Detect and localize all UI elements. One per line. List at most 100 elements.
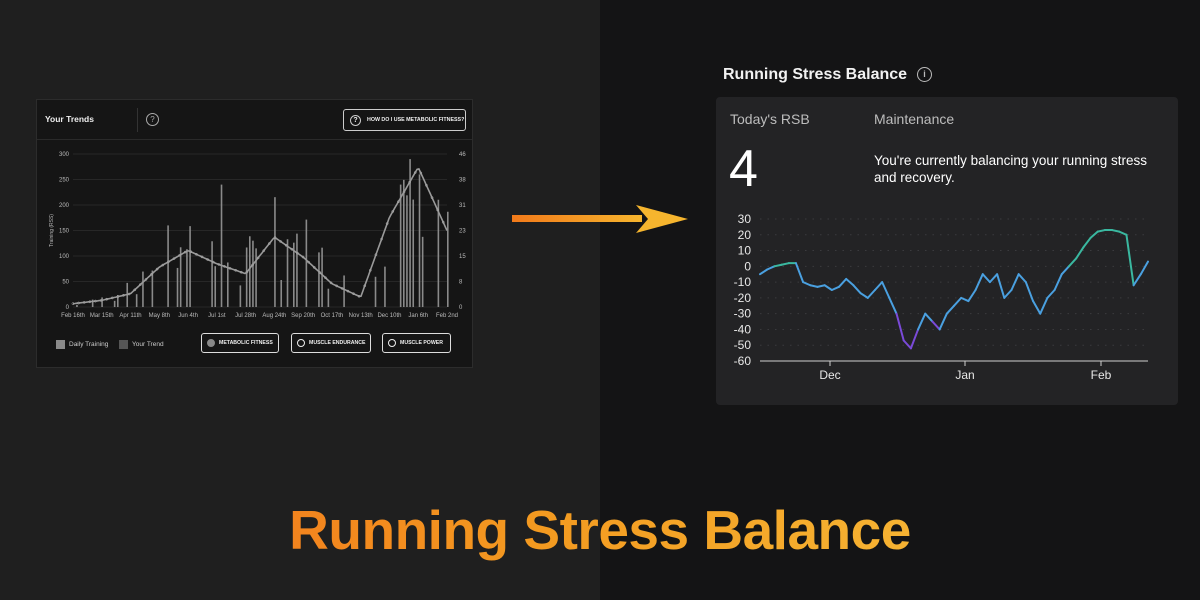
rsb-line-segment [1032, 300, 1042, 315]
y-tick-label: 0 [744, 259, 751, 273]
daily-training-bar [91, 299, 94, 307]
trend-point [88, 300, 92, 304]
daily-training-bar [280, 280, 283, 307]
trend-point [71, 302, 75, 306]
rsb-line-segment [873, 281, 884, 291]
trend-point [178, 254, 181, 257]
rsb-line-segment [924, 312, 934, 323]
x-tick-label: Feb [1091, 368, 1112, 382]
rsb-line-segment [1067, 257, 1078, 268]
trend-point [110, 296, 114, 300]
trend-point [335, 284, 339, 288]
rsb-line-segment [809, 284, 819, 288]
daily-training-bar [406, 195, 408, 307]
trend-point [318, 271, 322, 274]
rsb-line-segment [780, 262, 790, 266]
daily-training-bar [76, 304, 78, 307]
trend-point [368, 268, 372, 272]
rsb-line-segment [1010, 273, 1020, 291]
daily-training-bar [421, 236, 424, 307]
daily-training-bar [176, 267, 179, 307]
rsb-line-segment [996, 273, 1006, 299]
trend-point [94, 299, 97, 303]
pill-muscle-power[interactable]: MUSCLE POWER [382, 333, 451, 353]
trend-point [245, 270, 249, 274]
rsb-line-segment [830, 285, 841, 291]
trend-point [385, 222, 389, 225]
daily-training-bar [211, 241, 213, 307]
y-right-tick-label: 0 [459, 305, 463, 311]
rsb-line-segment [1118, 230, 1128, 236]
x-tick-label: Aug 24th [262, 313, 286, 319]
trend-point [301, 255, 305, 259]
rsb-line-segment [1024, 281, 1035, 303]
header-divider [137, 108, 138, 132]
pill-muscle-endurance[interactable]: MUSCLE ENDURANCE [291, 333, 371, 353]
rsb-line-segment [931, 320, 941, 331]
legend-swatch [56, 340, 65, 349]
trend-point [307, 260, 310, 264]
rsb-line-segment [1139, 260, 1149, 276]
trend-point [234, 268, 238, 272]
y-right-tick-label: 31 [459, 203, 466, 209]
trend-point [189, 250, 193, 254]
daily-training-bar [189, 226, 191, 307]
trend-point [228, 267, 232, 270]
legend-label: Daily Training [69, 341, 109, 348]
trend-point [290, 247, 294, 251]
trend-point [195, 252, 198, 256]
daily-training-bar [409, 159, 411, 307]
trends-title: Your Trends [45, 114, 94, 124]
info-circle-icon[interactable]: i [917, 67, 932, 82]
how-to-use-label: HOW DO I USE METABOLIC FITNESS? [367, 117, 465, 123]
rsb-line-segment [773, 263, 783, 268]
x-tick-label: May 8th [149, 313, 170, 319]
daily-training-bar [167, 225, 169, 307]
trend-point [167, 260, 170, 264]
x-tick-label: Dec 10th [377, 313, 401, 319]
trend-point [419, 171, 423, 175]
y-right-tick-label: 38 [459, 178, 466, 184]
trend-point [436, 208, 439, 212]
rsb-line-segment [1060, 265, 1070, 276]
daily-training-bar [227, 262, 229, 307]
rsb-line-segment [766, 265, 776, 271]
x-tick-label: Mar 15th [90, 313, 114, 319]
x-tick-label: Jul 1st [208, 313, 226, 319]
y-tick-label: -40 [734, 322, 752, 336]
x-tick-label: Apr 11th [119, 313, 141, 319]
daily-training-bar [151, 270, 154, 307]
legend-your-trend: Your Trend [119, 340, 164, 349]
daily-training-bar [101, 297, 103, 307]
rsb-value: 4 [729, 140, 758, 198]
trend-point [380, 237, 383, 241]
y-tick-label: 30 [738, 212, 752, 226]
trend-line [72, 167, 448, 305]
rsb-line-segment [1039, 296, 1049, 315]
pill-metabolic-fitness[interactable]: METABOLIC FITNESS [201, 333, 279, 353]
trend-point [82, 301, 86, 304]
daily-training-bar [293, 242, 295, 307]
arrow-right-icon [512, 205, 688, 233]
daily-training-bar [186, 249, 188, 307]
trend-point [346, 289, 350, 293]
rsb-line-segment [953, 296, 963, 307]
daily-training-bar [135, 294, 138, 307]
daily-training-bar [318, 252, 320, 307]
question-circle-icon[interactable]: ? [146, 113, 159, 126]
question-circle-icon: ? [350, 114, 361, 126]
daily-training-bar [321, 247, 323, 307]
how-to-use-button[interactable]: ? HOW DO I USE METABOLIC FITNESS? [343, 109, 466, 131]
daily-training-bar [418, 174, 421, 307]
y-tick-label: -30 [734, 307, 752, 321]
rsb-line-segment [852, 284, 862, 295]
y-tick-label: -20 [734, 291, 752, 305]
banner-title: Running Stress Balance [0, 498, 1200, 562]
daily-training-bar [245, 247, 248, 307]
trend-point [357, 294, 361, 298]
trend-point [256, 256, 260, 260]
trend-point [268, 242, 271, 245]
rsb-line-segment [1089, 230, 1099, 239]
trend-point [116, 295, 120, 298]
trend-point [127, 292, 131, 296]
